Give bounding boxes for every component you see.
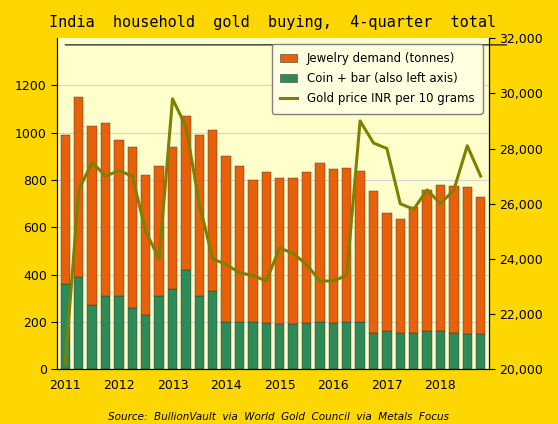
Title: India  household  gold  buying,  4-quarter  total: India household gold buying, 4-quarter t… [50, 15, 497, 30]
Bar [409, 207, 418, 333]
Bar [128, 308, 137, 369]
Bar [168, 147, 177, 289]
Bar [476, 197, 485, 334]
Bar [275, 178, 285, 324]
Bar [422, 332, 432, 369]
Bar [329, 323, 338, 369]
Bar [262, 323, 271, 369]
Bar [88, 126, 97, 305]
Bar [208, 130, 218, 291]
Bar [61, 284, 70, 369]
Bar [222, 322, 231, 369]
Bar [422, 190, 432, 332]
Bar [275, 324, 285, 369]
Bar [114, 140, 124, 296]
Bar [222, 156, 231, 322]
Bar [61, 135, 70, 284]
Bar [248, 322, 258, 369]
Bar [382, 213, 392, 332]
Bar [181, 116, 191, 270]
Bar [369, 191, 378, 333]
Bar [262, 172, 271, 323]
Bar [155, 296, 164, 369]
Bar [88, 305, 97, 369]
Bar [342, 168, 352, 322]
Bar [382, 332, 392, 369]
Bar [101, 123, 110, 296]
Bar [436, 185, 445, 332]
Bar [208, 291, 218, 369]
Bar [396, 333, 405, 369]
Bar [436, 332, 445, 369]
Bar [315, 322, 325, 369]
Bar [396, 219, 405, 333]
Bar [342, 322, 352, 369]
Bar [355, 170, 365, 322]
Bar [288, 324, 298, 369]
Bar [168, 289, 177, 369]
Bar [141, 315, 151, 369]
Bar [248, 180, 258, 322]
Bar [449, 186, 459, 333]
Bar [463, 334, 472, 369]
Bar [369, 333, 378, 369]
Bar [329, 170, 338, 323]
Bar [302, 323, 311, 369]
Text: Source:  BullionVault  via  World  Gold  Council  via  Metals  Focus: Source: BullionVault via World Gold Coun… [108, 412, 450, 422]
Bar [235, 166, 244, 322]
Bar [128, 147, 137, 308]
Bar [288, 178, 298, 324]
Bar [181, 270, 191, 369]
Bar [74, 277, 83, 369]
Legend: Jewelry demand (tonnes), Coin + bar (also left axis), Gold price INR per 10 gram: Jewelry demand (tonnes), Coin + bar (als… [272, 44, 483, 114]
Bar [114, 296, 124, 369]
Bar [463, 187, 472, 334]
Bar [449, 333, 459, 369]
Bar [101, 296, 110, 369]
Bar [195, 296, 204, 369]
Bar [195, 135, 204, 296]
Bar [141, 176, 151, 315]
Bar [476, 334, 485, 369]
Bar [74, 97, 83, 277]
Bar [315, 164, 325, 322]
Bar [302, 172, 311, 323]
Bar [409, 333, 418, 369]
Bar [155, 166, 164, 296]
Bar [235, 322, 244, 369]
Bar [355, 322, 365, 369]
